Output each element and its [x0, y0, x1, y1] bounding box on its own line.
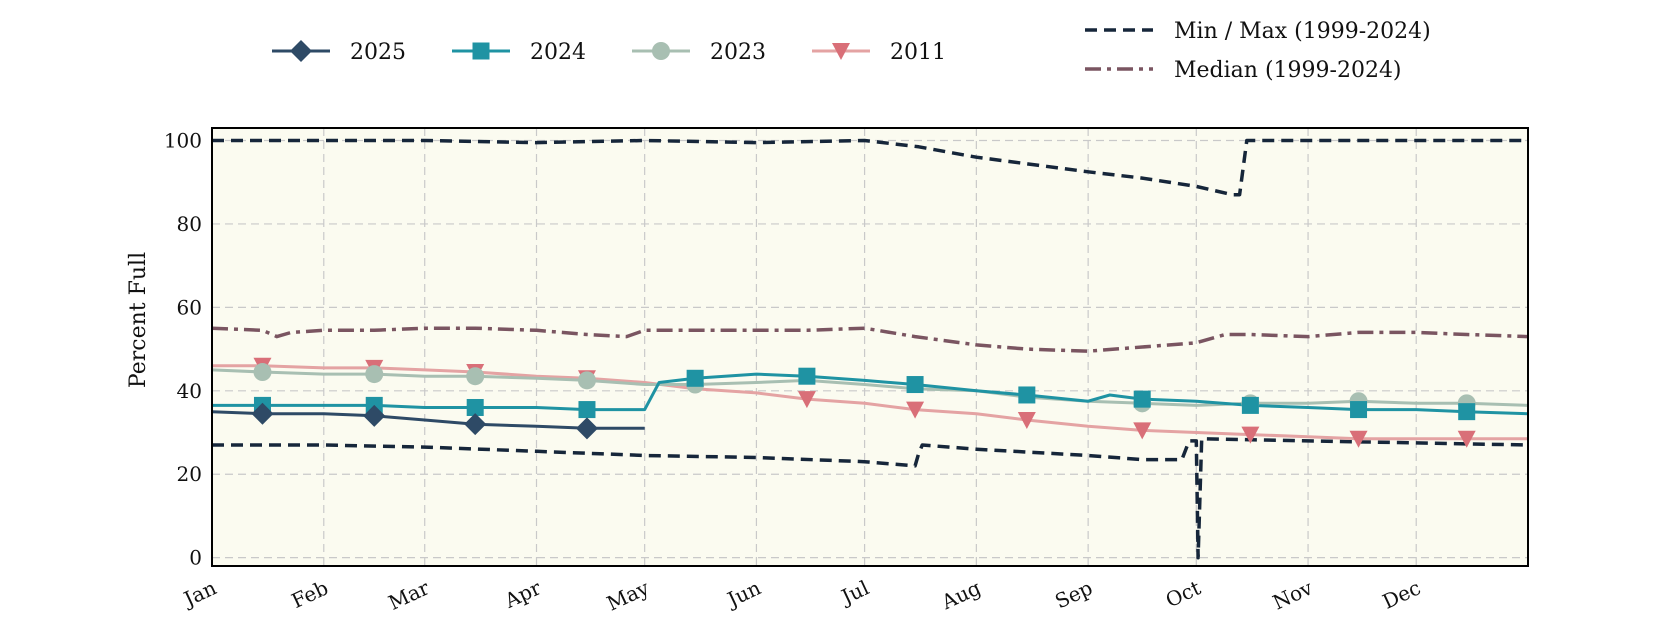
- x-tick-label: Feb: [288, 575, 332, 613]
- data-point-2025: [363, 404, 386, 427]
- legend-item-2024: 2024: [452, 40, 586, 65]
- legend-label-2025: 2025: [350, 40, 406, 65]
- legend-marker-2011: [832, 43, 850, 60]
- x-axis-ticks: Jan Feb Mar Apr May Jun Jul Aug Sep Oct Nov Dec: [178, 575, 1424, 616]
- y-axis-title: Percent Full: [126, 252, 151, 388]
- data-point-2024: [1018, 386, 1036, 404]
- data-point-2025: [464, 413, 487, 436]
- x-tick-label: Jan: [178, 575, 220, 612]
- x-tick-label: Jul: [836, 575, 873, 609]
- legend-right: Min / Max (1999-2024) Median (1999-2024): [1085, 19, 1431, 83]
- legend-label-min-max: Min / Max (1999-2024): [1174, 19, 1431, 44]
- x-tick-label: Dec: [1379, 575, 1425, 613]
- data-point-2023: [466, 367, 485, 386]
- data-point-2024: [578, 401, 596, 419]
- data-point-2024: [798, 367, 816, 385]
- legend-item-median: Median (1999-2024): [1085, 58, 1402, 83]
- data-point-2024: [466, 398, 484, 416]
- marker-layer: [251, 357, 1476, 448]
- x-tick-label: Apr: [500, 575, 545, 613]
- y-tick-label: 20: [177, 462, 202, 486]
- y-tick-label: 0: [189, 546, 202, 570]
- x-tick-label: May: [603, 575, 653, 616]
- x-tick-label: Jun: [722, 575, 765, 612]
- data-point-2024: [1133, 390, 1151, 408]
- legend-item-2011: 2011: [812, 40, 946, 65]
- min-max-band: [212, 128, 1528, 566]
- series-line-2023: [211, 368, 1529, 407]
- y-tick-label: 40: [177, 379, 202, 403]
- data-point-2011: [1017, 412, 1036, 429]
- legend-marker-2025: [290, 40, 312, 62]
- legend-marker-2024: [472, 42, 490, 60]
- series-line-2011: [212, 364, 1528, 441]
- x-tick-label: Oct: [1162, 575, 1204, 612]
- data-point-2011: [1133, 422, 1152, 440]
- data-point-2011: [1457, 430, 1476, 448]
- series-line-max: [212, 138, 1528, 197]
- legend-marker-2023: [652, 42, 670, 60]
- x-tick-label: Nov: [1269, 575, 1317, 614]
- data-point-2024: [1350, 401, 1368, 419]
- legend-label-median: Median (1999-2024): [1174, 58, 1402, 83]
- data-point-2011: [797, 391, 816, 409]
- data-point-2025: [575, 417, 598, 440]
- data-point-2024: [686, 369, 704, 387]
- series-layer: [211, 138, 1529, 560]
- legend-item-2025: 2025: [272, 40, 406, 65]
- y-axis-ticks: 0 20 40 60 80 100: [164, 129, 202, 570]
- y-tick-label: 60: [177, 295, 202, 319]
- data-point-2024: [1241, 396, 1259, 414]
- legend-item-min-max: Min / Max (1999-2024): [1085, 19, 1431, 44]
- data-point-2023: [577, 371, 596, 390]
- series-line-median-1999-2024: [211, 326, 1529, 353]
- x-tick-label: Sep: [1051, 575, 1096, 613]
- y-tick-label: 80: [177, 212, 202, 236]
- data-point-2011: [906, 401, 925, 419]
- legend-label-2011: 2011: [890, 40, 946, 65]
- data-point-2024: [1458, 403, 1476, 421]
- legend-left: 2025 2024 2023 2011: [272, 40, 946, 65]
- series-line-2025: [211, 410, 645, 430]
- legend-item-2023: 2023: [632, 40, 766, 65]
- series-line-min: [212, 437, 1529, 560]
- data-point-2023: [253, 363, 272, 382]
- data-point-2025: [251, 402, 274, 425]
- data-point-2011: [1241, 426, 1260, 444]
- data-point-2024: [906, 376, 924, 394]
- x-tick-label: Mar: [385, 575, 434, 615]
- data-point-2011: [1349, 430, 1368, 448]
- legend-label-2024: 2024: [530, 40, 586, 65]
- series-line-2024: [212, 372, 1529, 416]
- legend-label-2023: 2023: [710, 40, 766, 65]
- data-point-2023: [365, 365, 384, 384]
- plot-frame: [211, 127, 1529, 567]
- x-tick-label: Aug: [937, 575, 985, 614]
- y-tick-label: 100: [164, 129, 202, 153]
